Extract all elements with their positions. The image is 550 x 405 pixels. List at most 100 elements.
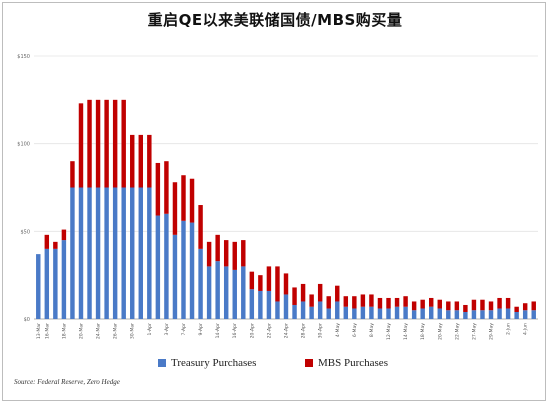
bar-treasury — [206, 266, 212, 319]
bar-treasury — [446, 310, 451, 319]
legend-swatch-treasury — [158, 359, 166, 367]
bar-mbs — [497, 297, 502, 309]
x-tick-label: 12-May — [386, 323, 392, 340]
bar-treasury — [335, 301, 340, 319]
x-tick-label: 3-Apr — [164, 323, 170, 336]
x-tick-label: 1-Apr — [147, 323, 153, 336]
x-tick-label: 4-May — [335, 323, 341, 337]
bar-treasury — [121, 187, 126, 319]
bar-mbs — [531, 301, 536, 311]
bar-treasury — [283, 294, 289, 319]
bar-mbs — [266, 266, 272, 291]
bar-mbs — [206, 241, 212, 267]
x-tick-label: 14-Apr — [215, 323, 221, 338]
bar-mbs — [488, 301, 494, 311]
bar-mbs — [44, 234, 50, 249]
bar-mbs — [241, 240, 246, 267]
bar-mbs — [198, 205, 203, 249]
bar-treasury — [223, 266, 229, 319]
bar-treasury — [403, 306, 408, 319]
x-tick-label: 7-Apr — [181, 323, 187, 336]
bar-mbs — [147, 134, 152, 188]
bar-treasury — [44, 248, 50, 319]
bar-mbs — [275, 266, 280, 302]
bar-treasury — [480, 310, 485, 319]
y-tick-label: $100 — [17, 142, 30, 148]
bar-mbs — [300, 283, 306, 302]
bar-treasury — [147, 187, 152, 319]
bar-mbs — [223, 240, 229, 267]
bar-treasury — [266, 290, 272, 319]
bar-mbs — [394, 297, 400, 307]
bar-mbs — [352, 296, 357, 309]
bar-treasury — [53, 248, 58, 319]
bar-mbs — [104, 99, 109, 188]
bar-treasury — [497, 308, 502, 319]
bar-mbs — [446, 301, 451, 311]
x-tick-label: 20-Mar — [78, 323, 84, 339]
bar-treasury — [138, 187, 144, 319]
bar-treasury — [386, 308, 391, 319]
source-note: Source: Federal Reserve, Zero Hedge — [14, 378, 120, 386]
bar-treasury — [198, 248, 203, 319]
bar-mbs — [463, 304, 468, 312]
bar-treasury — [215, 261, 220, 319]
bar-treasury — [95, 187, 101, 319]
legend: Treasury Purchases MBS Purchases — [0, 357, 550, 375]
bar-treasury — [531, 310, 536, 319]
bar-mbs — [514, 306, 519, 312]
x-tick-label: 18-May — [420, 323, 426, 340]
chart-title: 重启QE以来美联储国债/MBS购买量 — [147, 11, 403, 29]
bar-treasury — [411, 310, 417, 319]
bar-treasury — [369, 306, 374, 319]
bar-treasury — [36, 254, 41, 319]
bar-treasury — [522, 310, 528, 319]
bar-mbs — [386, 297, 391, 309]
bar-mbs — [377, 297, 383, 309]
x-tick-label: 24-Mar — [96, 323, 102, 339]
x-tick-label: 16-Mar — [44, 323, 50, 339]
bar-mbs — [335, 285, 340, 302]
bar-mbs — [189, 178, 195, 223]
bar-mbs — [480, 299, 485, 311]
bar-treasury — [164, 213, 169, 319]
bar-mbs — [164, 161, 169, 214]
bar-treasury — [437, 308, 442, 319]
bar-mbs — [53, 241, 58, 249]
bar-mbs — [360, 294, 366, 307]
bar-mbs — [95, 99, 101, 188]
chart-frame — [2, 2, 546, 401]
bar-mbs — [61, 229, 67, 241]
bar-treasury — [505, 308, 511, 319]
x-tick-label: 30-Apr — [318, 323, 324, 338]
y-tick-label: $50 — [20, 229, 30, 235]
bar-mbs — [138, 134, 144, 188]
bar-treasury — [232, 269, 237, 319]
bar-mbs — [309, 294, 314, 307]
legend-item-mbs: MBS Purchases — [305, 357, 388, 369]
bar-mbs — [130, 134, 135, 188]
x-tick-label: 9-Apr — [198, 323, 204, 336]
legend-item-treasury: Treasury Purchases — [158, 357, 256, 369]
bar-treasury — [352, 308, 357, 319]
bar-mbs — [317, 283, 323, 302]
bar-mbs — [326, 296, 331, 309]
y-tick-label: $0 — [24, 317, 30, 323]
bar-mbs — [155, 162, 161, 216]
bar-mbs — [437, 299, 442, 309]
bar-mbs — [112, 99, 118, 188]
x-tick-label: 30-Mar — [130, 323, 136, 339]
bar-treasury — [172, 234, 178, 319]
bar-treasury — [70, 187, 75, 319]
bar-mbs — [215, 234, 220, 262]
bar-treasury — [104, 187, 109, 319]
bar-treasury — [189, 222, 195, 319]
x-tick-label: 24-Apr — [284, 323, 290, 338]
x-tick-label: 26-Mar — [113, 323, 119, 339]
x-tick-label: 20-May — [437, 323, 443, 340]
bar-mbs — [471, 299, 477, 311]
bar-treasury — [249, 289, 255, 319]
bar-treasury — [343, 306, 349, 319]
bar-treasury — [112, 187, 118, 319]
